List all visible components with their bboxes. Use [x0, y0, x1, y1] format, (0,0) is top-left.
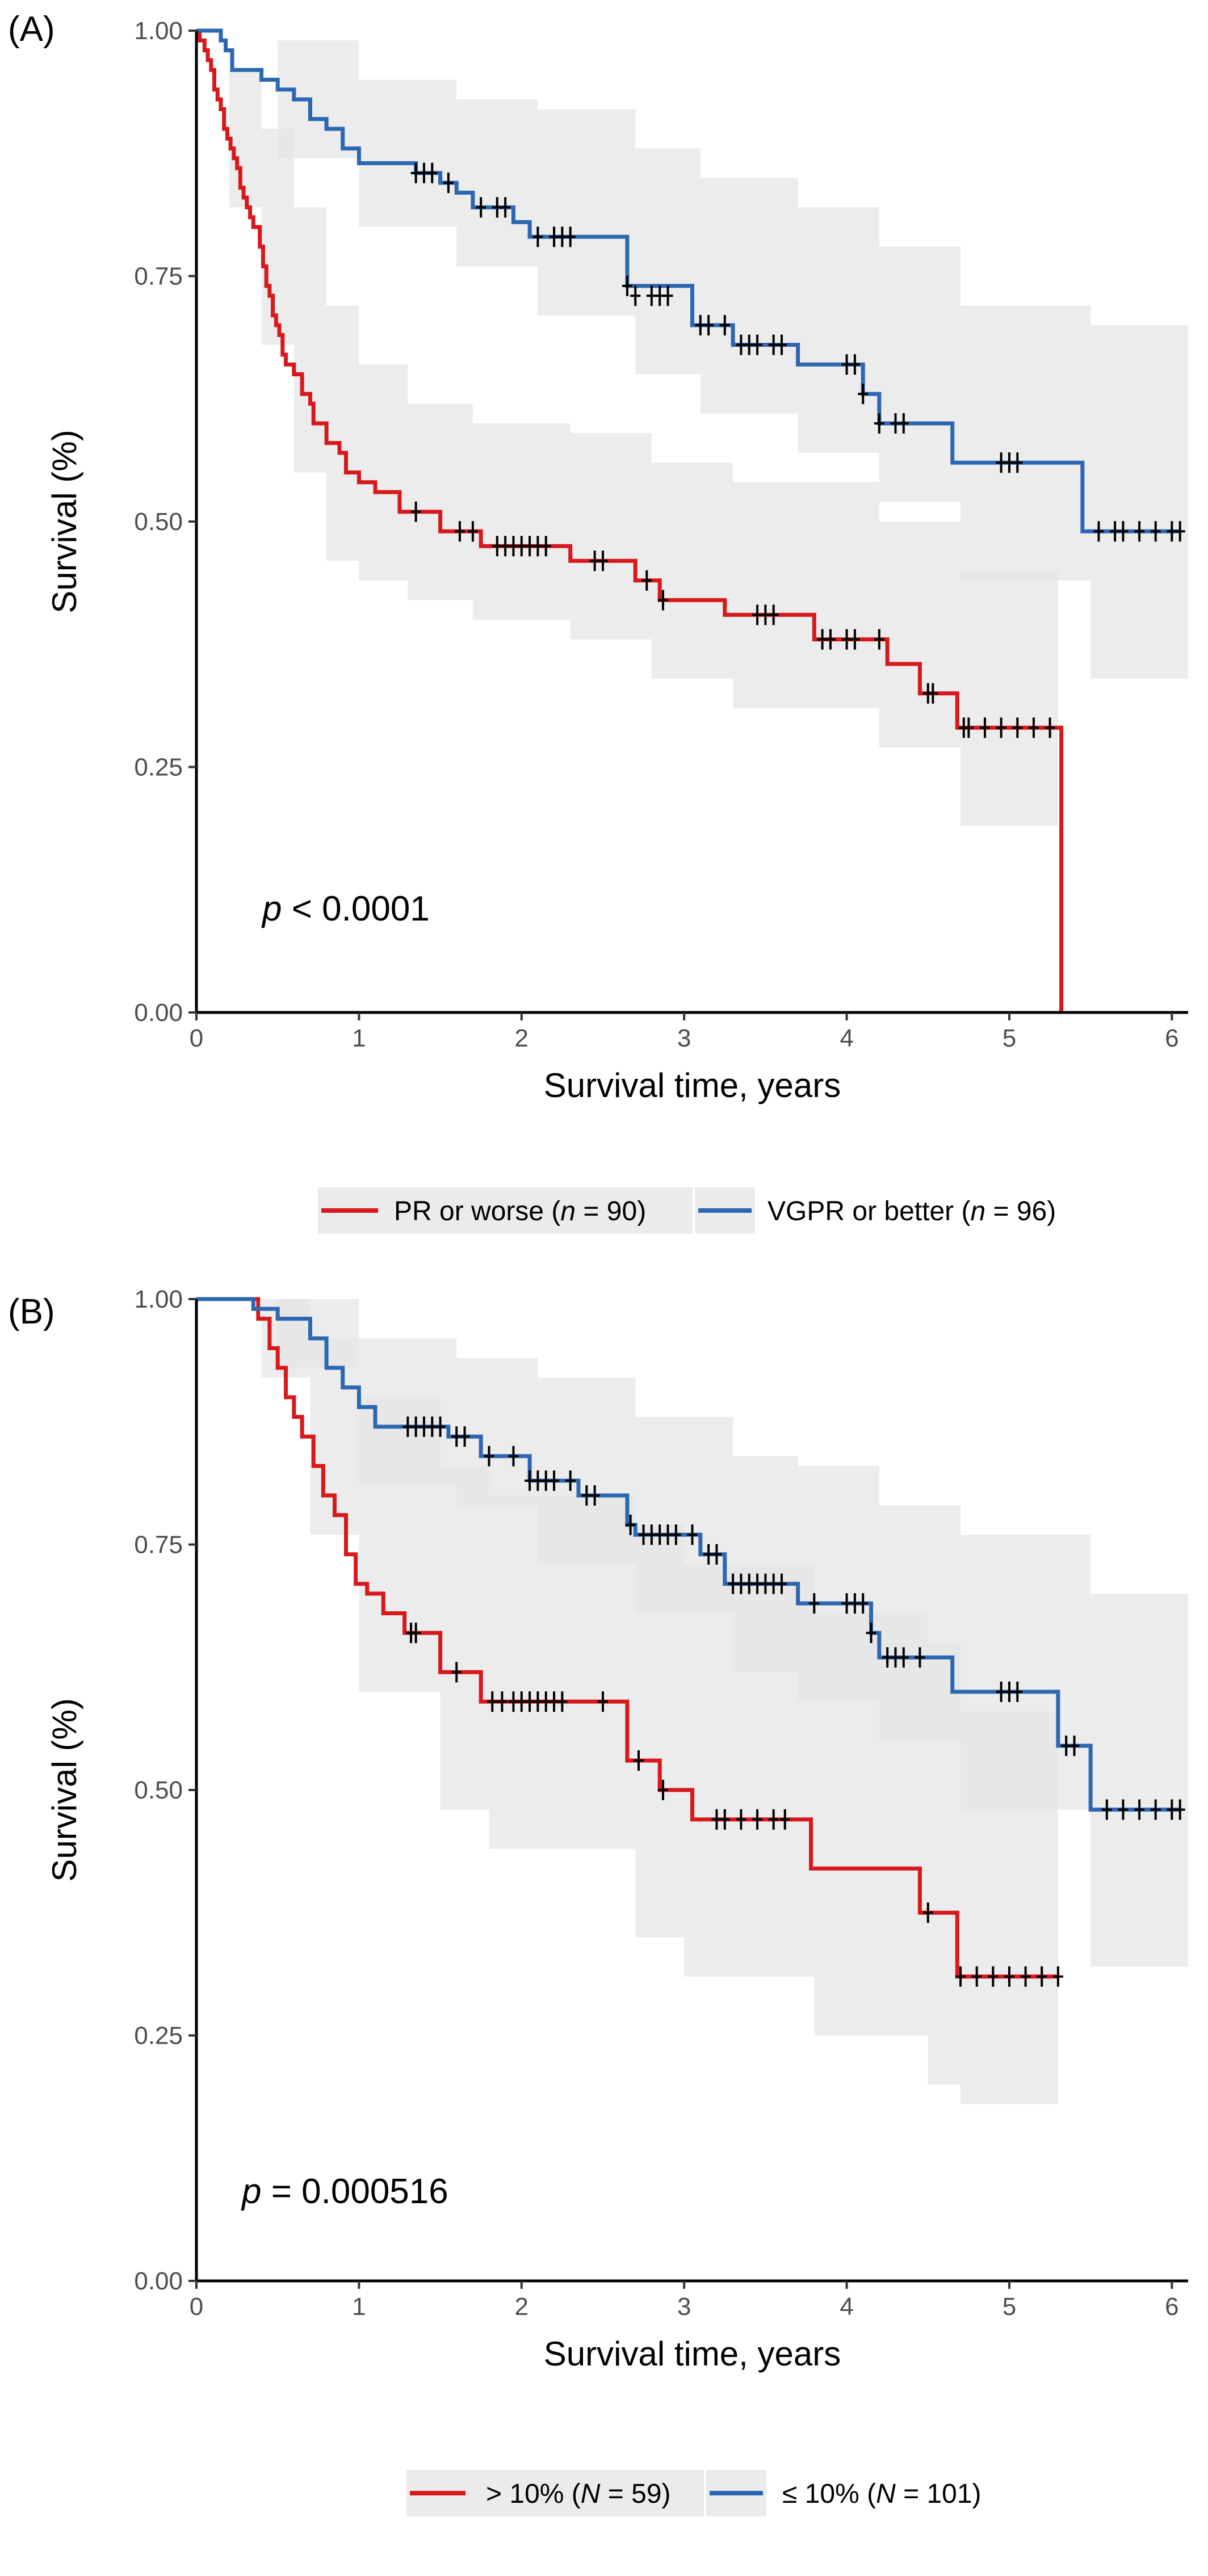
legend-label-at-most-10pct: ≤ 10% (N = 101) [782, 2479, 982, 2509]
y-tick-label: 0.25 [134, 2022, 183, 2050]
legend-label-text: VGPR or better ( [767, 1196, 970, 1226]
survival-curve [196, 1297, 1180, 1812]
x-axis-title: Survival time, years [544, 1066, 841, 1104]
x-tick-label: 5 [1003, 1024, 1016, 1052]
panel-a-p-symbol: p [261, 889, 282, 928]
x-tick-label: 3 [677, 1024, 691, 1052]
legend-n-symbol: N [876, 2479, 896, 2509]
y-tick-label: 0.50 [134, 1776, 183, 1804]
panel-a-p-text: < 0.0001 [282, 889, 429, 928]
confidence-band [196, 31, 1188, 679]
panel-a-plot-area: 0.00 0.25 0.50 0.75 1.00 0 1 2 3 4 5 6 Survival time… [45, 17, 1188, 1104]
y-tick-label: 0.75 [134, 1531, 183, 1559]
legend-n-symbol: n [970, 1196, 985, 1226]
panel-a-legend: PR or worse (n = 90) VGPR or better (n =… [318, 1187, 1056, 1234]
y-tick-label: 0.50 [134, 508, 183, 536]
y-tick-label: 0.00 [134, 2267, 183, 2295]
legend-label-pr-or-worse: PR or worse (n = 90) [394, 1196, 646, 1226]
y-axis-title: Survival (%) [45, 1698, 83, 1881]
panel-a-label: (A) [8, 10, 55, 49]
x-tick-label: 3 [677, 2293, 691, 2321]
svg-text:p < 0.0001: p < 0.0001 [261, 889, 430, 928]
panel-b-label: (B) [8, 1292, 55, 1331]
x-axis-title: Survival time, years [544, 2335, 841, 2373]
confidence-band [196, 31, 1058, 826]
legend-label-text: ≤ 10% ( [782, 2479, 876, 2509]
y-tick-label: 0.25 [134, 754, 183, 781]
survival-curve [196, 28, 1064, 1012]
legend-key-background [318, 1187, 693, 1234]
x-tick-label: 1 [352, 2293, 366, 2321]
x-tick-label: 4 [840, 1024, 853, 1052]
x-tick-label: 5 [1003, 2293, 1016, 2321]
y-tick-label: 1.00 [134, 17, 183, 45]
survival-curve [196, 1297, 1058, 1979]
y-tick-label: 1.00 [134, 1285, 183, 1313]
x-tick-label: 0 [190, 1024, 203, 1052]
legend-n-symbol: n [560, 1196, 576, 1226]
x-tick-label: 6 [1165, 1024, 1178, 1052]
legend-n-text: = 96) [985, 1196, 1056, 1226]
x-tick-label: 6 [1165, 2293, 1178, 2321]
legend-label-above-10pct: > 10% (N = 59) [486, 2479, 671, 2509]
panel-b: (B) 0.00 0.25 0.50 0.75 1.00 0 1 2 3 4 5 6 Survival … [8, 1285, 1188, 2516]
y-tick-label: 0.00 [134, 999, 183, 1027]
svg-text:p = 0.000516: p = 0.000516 [241, 2172, 448, 2211]
x-tick-label: 2 [515, 2293, 528, 2321]
legend-label-text: PR or worse ( [394, 1196, 560, 1226]
x-tick-label: 0 [190, 2293, 203, 2321]
x-tick-label: 1 [352, 1024, 366, 1052]
legend-label-vgpr-or-better: VGPR or better (n = 96) [767, 1196, 1056, 1226]
legend-n-symbol: N [581, 2479, 601, 2509]
y-tick-label: 0.75 [134, 263, 183, 291]
legend-n-text: = 101) [896, 2479, 982, 2509]
panel-b-p-value: p = 0.000516 [241, 2172, 448, 2211]
x-tick-label: 4 [840, 2293, 853, 2321]
panel-b-legend: > 10% (N = 59) ≤ 10% (N = 101) [406, 2470, 982, 2516]
panel-b-p-symbol: p [241, 2172, 261, 2211]
panel-a-p-value: p < 0.0001 [261, 889, 430, 928]
panel-b-p-text: = 0.000516 [261, 2172, 448, 2211]
legend-label-text: > 10% ( [486, 2479, 581, 2509]
confidence-band [196, 1299, 1188, 1967]
y-axis-title: Survival (%) [45, 430, 83, 613]
panel-b-plot-area: 0.00 0.25 0.50 0.75 1.00 0 1 2 3 4 5 6 Survival time… [45, 1285, 1188, 2373]
panel-a: (A) 0.00 0.25 0.50 0.75 1.00 0 1 2 3 4 5 6 Survival … [8, 10, 1188, 1234]
legend-n-text: = 90) [576, 1196, 646, 1226]
legend-n-text: = 59) [600, 2479, 670, 2509]
x-tick-label: 2 [515, 1024, 528, 1052]
